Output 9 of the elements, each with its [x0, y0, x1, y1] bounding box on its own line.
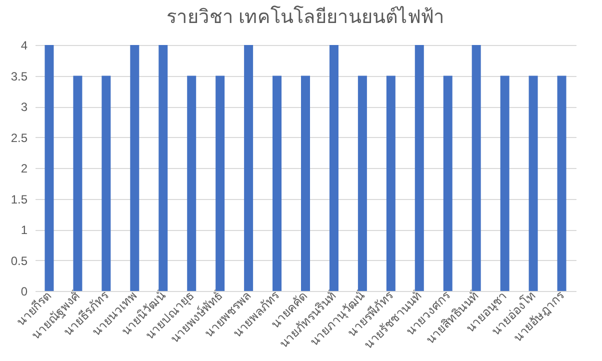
y-tick-label: 4 [20, 38, 28, 52]
y-tick-label: 1 [20, 223, 28, 237]
chart-title: รายวิชา เทคโนโลยียานยนต์ไฟฟ้า [166, 5, 445, 28]
y-tick-label: 3.5 [10, 69, 28, 84]
y-tick-label: 0.5 [10, 254, 28, 268]
y-tick-label: 2.5 [10, 130, 28, 145]
y-tick-label: 2 [20, 162, 28, 176]
y-tick-label: 1.5 [10, 192, 28, 206]
y-tick-label: 3 [20, 100, 28, 114]
